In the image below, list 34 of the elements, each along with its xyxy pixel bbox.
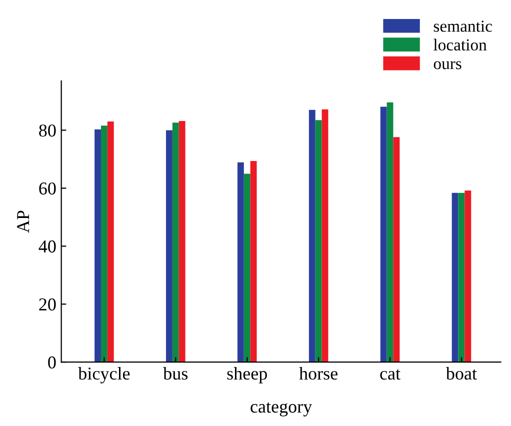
bar [386, 102, 394, 362]
x-tick-label: bus [163, 366, 188, 380]
y-tick-label: 0 [48, 356, 56, 369]
x-tick-label: cat [380, 369, 400, 380]
bar [237, 162, 244, 362]
bar [315, 120, 322, 362]
x-tick-label: sheep [227, 366, 267, 384]
bar [452, 192, 458, 362]
x-tick-label: bicycle [78, 366, 130, 384]
bar [166, 130, 172, 362]
y-tick-label: 40 [38, 240, 56, 253]
bar [380, 106, 387, 362]
bar [464, 190, 472, 362]
bar [308, 110, 316, 362]
bar [250, 160, 257, 362]
bar [100, 126, 108, 362]
y-tick-label: 20 [39, 298, 56, 311]
legend-label: location [434, 38, 487, 51]
y-tick-label: 60 [39, 182, 56, 195]
bar [107, 122, 114, 362]
x-tick-label: horse [299, 366, 338, 380]
legend-label: ours [434, 61, 462, 70]
y-axis-title: AP [17, 210, 30, 233]
bar [178, 120, 186, 362]
y-tick-label: 80 [39, 124, 56, 137]
bar [172, 122, 179, 362]
bar [322, 109, 328, 362]
bar [94, 129, 101, 362]
bar [244, 174, 250, 362]
legend-label: semantic [434, 20, 492, 32]
bar [458, 192, 465, 362]
x-axis-title: category [250, 402, 312, 416]
x-tick-label: boat [446, 366, 477, 380]
bar [393, 137, 400, 362]
